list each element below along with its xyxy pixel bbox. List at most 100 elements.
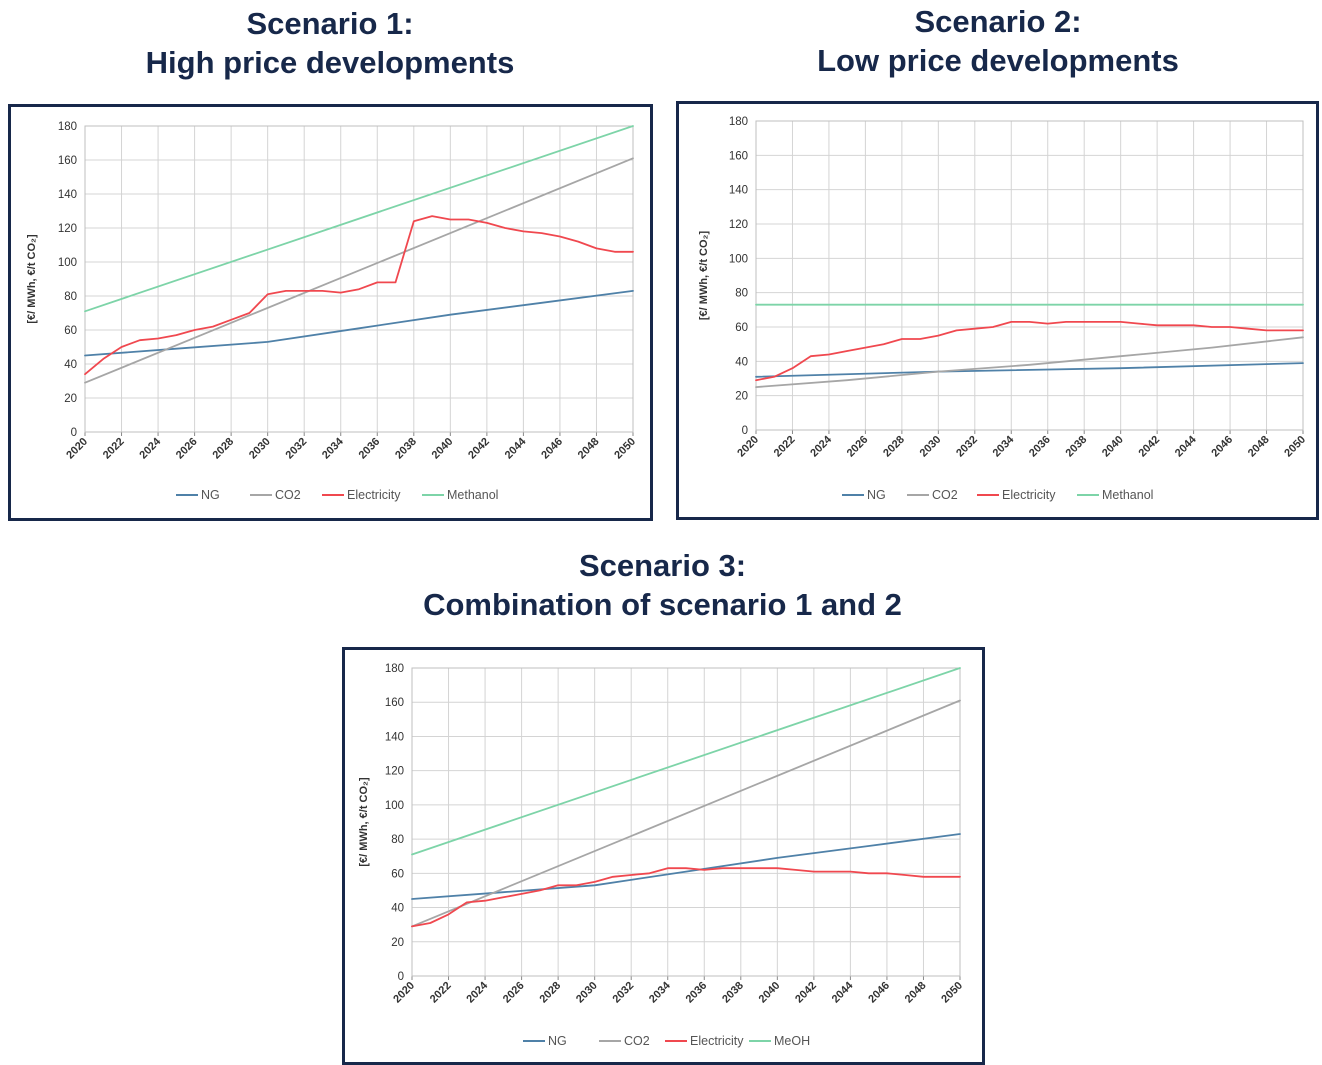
x-tick-label: 2026: [174, 436, 200, 462]
plot-area: [755, 120, 1304, 431]
y-tick-label: 0: [71, 427, 77, 439]
y-tick-label: 20: [391, 937, 404, 949]
legend-label-ng: NG: [867, 488, 886, 502]
x-tick-label: 2038: [1064, 434, 1090, 460]
scenario-3-title-line1: Scenario 3:: [578, 548, 747, 583]
legend-label-electricity: Electricity: [690, 1034, 744, 1048]
y-tick-label: 80: [64, 291, 77, 303]
series-line-ng: [84, 289, 634, 357]
x-tick-label: 2022: [772, 434, 798, 460]
y-tick-label: 20: [64, 393, 77, 405]
series-line-ng: [411, 833, 961, 900]
x-tick-label: 2048: [903, 980, 929, 1006]
y-tick-label: 60: [735, 322, 748, 334]
x-tick-label: 2042: [793, 980, 819, 1006]
series-line-co2: [411, 699, 961, 928]
x-tick-label: 2028: [881, 434, 907, 460]
scenario-1-title-line1: Scenario 1:: [246, 6, 414, 41]
scenario-2-title-line2: Low price developments: [817, 43, 1179, 78]
x-tick-label: 2028: [537, 980, 563, 1006]
x-tick-label: 2040: [430, 436, 456, 462]
legend-label-electricity: Electricity: [347, 488, 401, 502]
y-tick-label: 180: [385, 663, 404, 675]
x-tick-label: 2024: [464, 979, 490, 1005]
y-tick-label: 100: [385, 800, 404, 812]
x-tick-label: 2030: [574, 980, 600, 1006]
series-line-co2: [84, 157, 634, 384]
y-tick-label: 80: [391, 834, 404, 846]
x-tick-label: 2036: [357, 436, 383, 462]
x-tick-label: 2034: [320, 435, 346, 461]
legend-label-co2: CO2: [624, 1034, 650, 1048]
y-tick-label: 40: [735, 356, 748, 368]
y-tick-label: 0: [398, 971, 404, 983]
x-tick-label: 2024: [137, 435, 163, 461]
x-tick-label: 2040: [757, 980, 783, 1006]
x-tick-label: 2046: [1209, 434, 1235, 460]
scenario-3-title: Scenario 3: Combination of scenario 1 an…: [340, 546, 985, 624]
y-tick-label: 180: [729, 116, 748, 128]
y-tick-label: 140: [58, 189, 77, 201]
chart-panel-scenario-3: 0 20 40 60 80 100 120 140 160 180 2020 2022 2024 2026…: [342, 647, 985, 1065]
x-tick-label: 2048: [576, 436, 602, 462]
y-tick-label: 140: [385, 731, 404, 743]
x-tick-label: 2032: [611, 980, 637, 1006]
y-tick-label: 40: [64, 359, 77, 371]
x-tick-label: 2040: [1100, 434, 1126, 460]
plot-area: [84, 125, 634, 433]
y-tick-label: 140: [729, 185, 748, 197]
x-tick-label: 2044: [1173, 433, 1199, 459]
y-tick-label: 120: [729, 219, 748, 231]
x-tick-label: 2020: [735, 434, 761, 460]
series-line-electricity: [84, 215, 634, 376]
y-tick-label: 100: [58, 257, 77, 269]
y-tick-label: 60: [391, 868, 404, 880]
y-tick-label: 60: [64, 325, 77, 337]
legend: NG CO2 Electricity MeOH: [523, 1034, 810, 1048]
legend: NG CO2 Electricity Methanol: [842, 488, 1153, 502]
x-tick-label: 2046: [866, 980, 892, 1006]
x-tick-label: 2044: [503, 435, 529, 461]
x-tick-label: 2050: [612, 436, 638, 462]
scenario-1-title-line2: High price developments: [145, 45, 515, 80]
x-tick-label: 2032: [284, 436, 310, 462]
x-tick-label: 2038: [720, 980, 746, 1006]
y-axis-title: [€/ MWh, €/t CO₂]: [358, 777, 370, 867]
legend-label-electricity: Electricity: [1002, 488, 1056, 502]
y-tick-label: 160: [58, 155, 77, 167]
y-tick-label: 0: [742, 425, 748, 437]
legend-label-co2: CO2: [275, 488, 301, 502]
x-tick-label: 2030: [918, 434, 944, 460]
x-tick-label: 2034: [991, 433, 1017, 459]
legend-label-meoh: MeOH: [774, 1034, 810, 1048]
y-tick-label: 160: [385, 697, 404, 709]
x-tick-label: 2036: [1027, 434, 1053, 460]
y-tick-label: 120: [58, 223, 77, 235]
legend: NG CO2 Electricity Methanol: [176, 488, 498, 502]
x-tick-label: 2048: [1246, 434, 1272, 460]
y-tick-label: 180: [58, 121, 77, 133]
x-tick-label: 2020: [64, 436, 90, 462]
y-axis-title: [€/ MWh, €/t CO₂]: [698, 231, 710, 321]
x-tick-label: 2042: [466, 436, 492, 462]
x-tick-label: 2044: [830, 979, 856, 1005]
x-tick-label: 2034: [647, 979, 673, 1005]
chart-panel-scenario-2: 0 20 40 60 80 100 120 140 160 180 2020 2022 2024 2026…: [676, 101, 1319, 520]
legend-label-ng: NG: [201, 488, 220, 502]
chart-panel-scenario-1: 0 20 40 60 80 100 120 140 160 180 2020 2022 2024 2026…: [8, 104, 653, 521]
legend-label-methanol: Methanol: [1102, 488, 1153, 502]
x-tick-label: 2032: [954, 434, 980, 460]
x-tick-label: 2050: [1282, 434, 1308, 460]
scenario-1-title: Scenario 1: High price developments: [10, 4, 650, 82]
y-tick-label: 120: [385, 766, 404, 778]
legend-label-ng: NG: [548, 1034, 567, 1048]
x-tick-label: 2030: [247, 436, 273, 462]
series-line-electricity: [755, 320, 1304, 382]
y-tick-label: 40: [391, 903, 404, 915]
x-tick-label: 2046: [539, 436, 565, 462]
y-tick-label: 100: [729, 253, 748, 265]
legend-label-co2: CO2: [932, 488, 958, 502]
y-tick-label: 80: [735, 288, 748, 300]
